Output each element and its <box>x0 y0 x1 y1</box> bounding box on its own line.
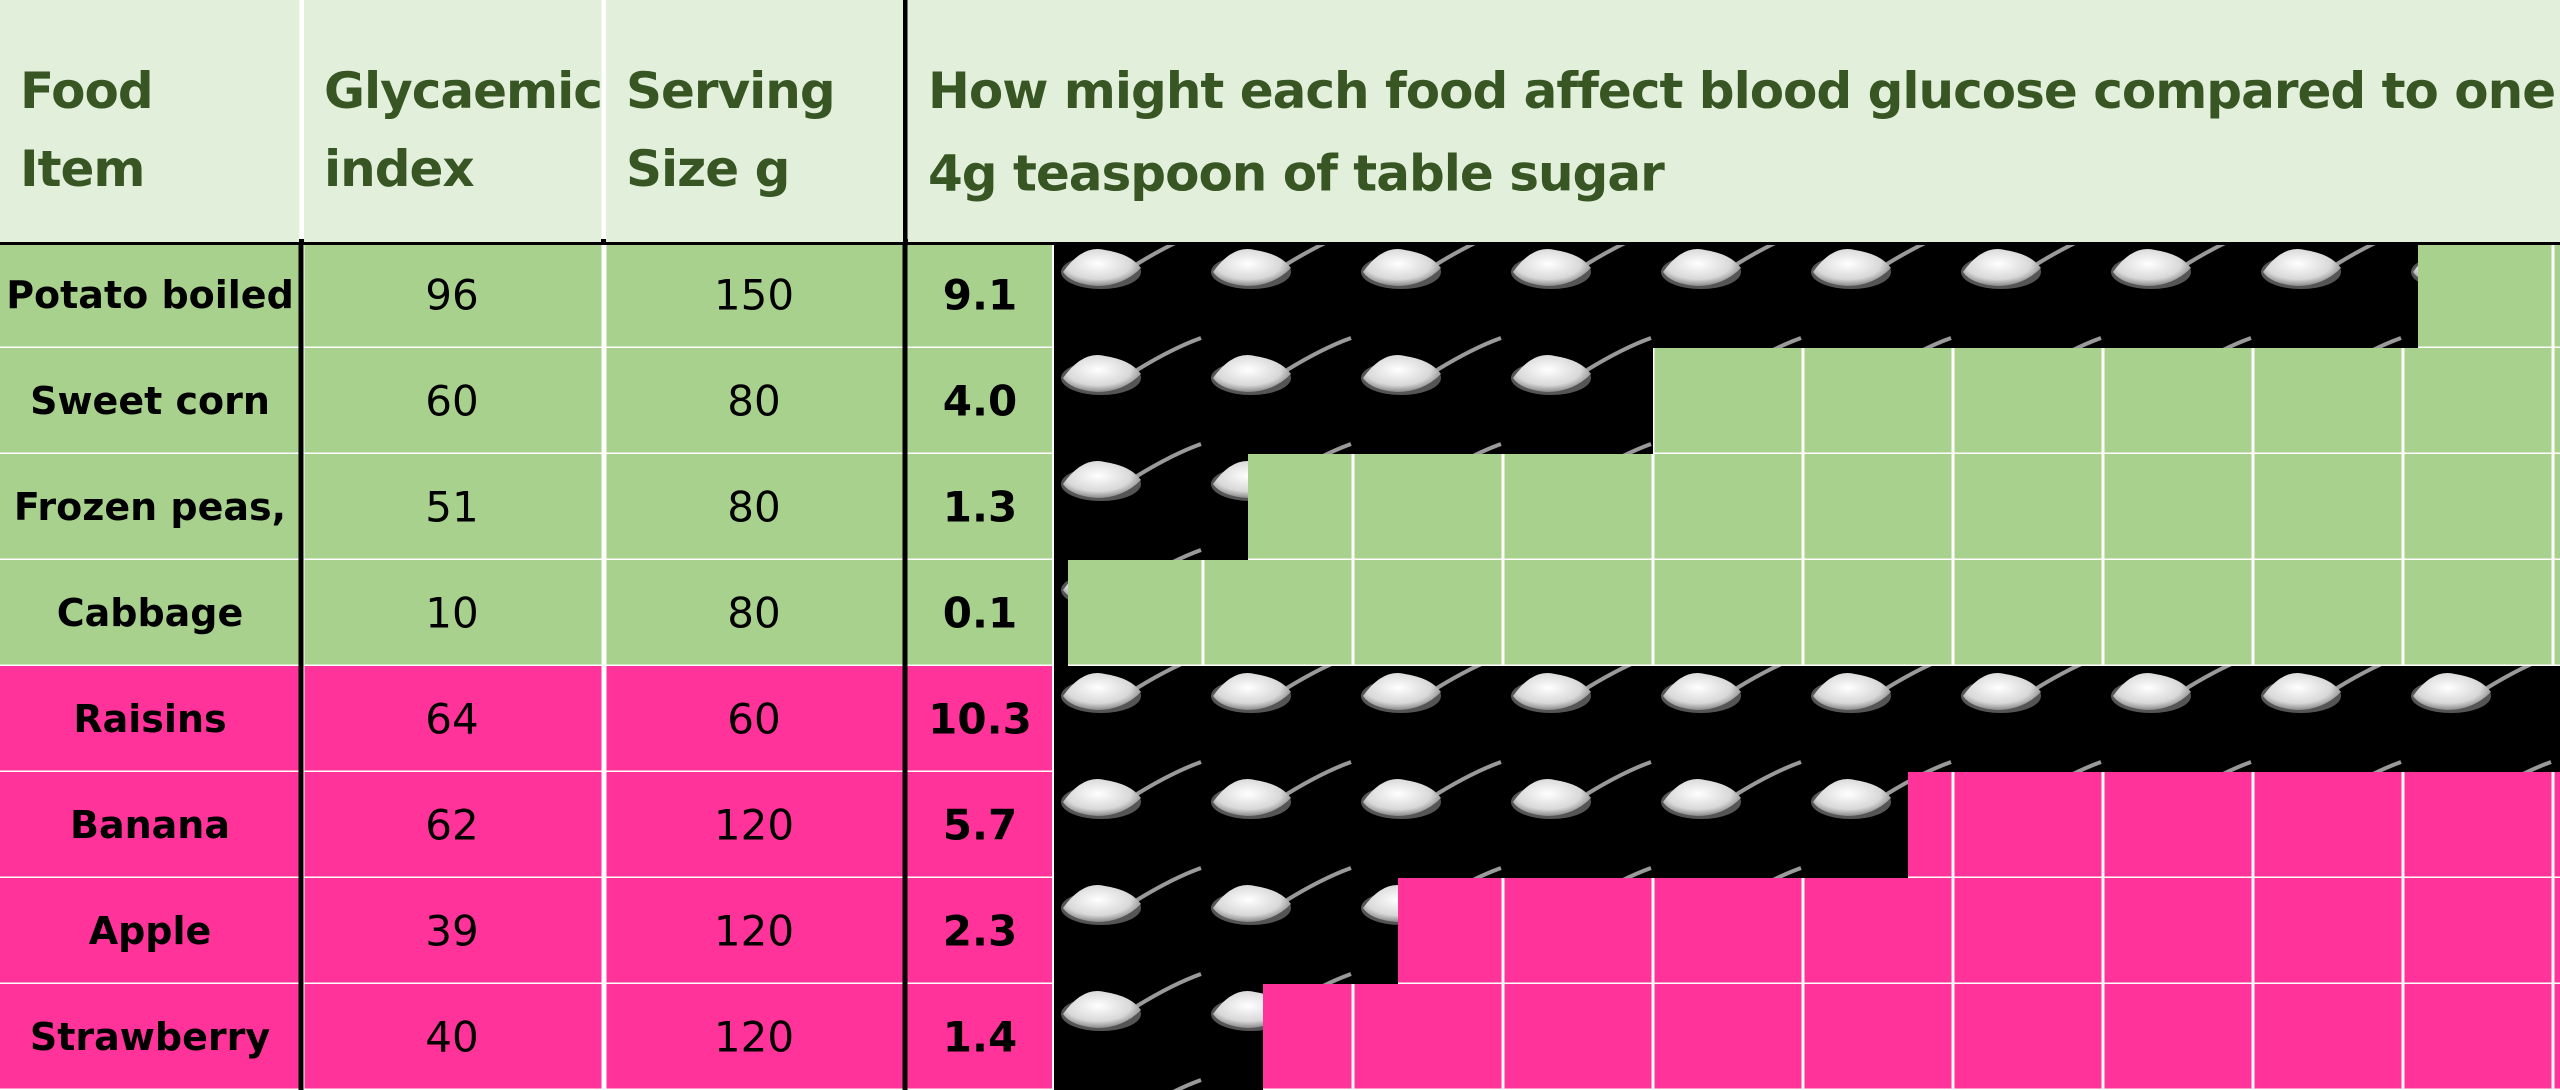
glycaemic-index: 64 <box>425 695 478 744</box>
teaspoon-value: 10.3 <box>928 695 1032 744</box>
food-name: Cabbage <box>57 591 244 635</box>
teaspoon-bar <box>1053 454 1248 560</box>
teaspoon-bar <box>1053 666 2560 772</box>
food-name: Raisins <box>73 697 226 741</box>
teaspoon-bar <box>1053 242 2418 348</box>
header-gi: Glycaemic index <box>304 0 601 242</box>
serving-size: 120 <box>714 907 794 956</box>
glycaemic-index: 51 <box>425 483 478 532</box>
serving-size: 80 <box>727 483 780 532</box>
glycaemic-index: 40 <box>425 1013 478 1062</box>
food-name: Sweet corn <box>30 379 270 423</box>
teaspoon-value: 2.3 <box>943 907 1017 956</box>
row-background <box>0 984 2560 1090</box>
row-background <box>0 560 2560 666</box>
serving-size: 150 <box>714 271 794 320</box>
food-name: Banana <box>70 803 230 847</box>
teaspoon-bar <box>1053 560 1068 666</box>
teaspoon-bar <box>1053 878 1398 984</box>
glycaemic-index: 10 <box>425 589 478 638</box>
page: Potato boiled 96 150 9.1 Sweet corn 60 80 4.0 Fr… <box>0 0 2560 1090</box>
teaspoon-value: 9.1 <box>943 271 1017 320</box>
food-name: Frozen peas, <box>14 485 286 529</box>
teaspoon-value: 1.4 <box>943 1013 1017 1062</box>
teaspoon-value: 0.1 <box>943 589 1017 638</box>
glycaemic-index: 62 <box>425 801 478 850</box>
row-background <box>0 454 2560 560</box>
food-name: Strawberry <box>30 1015 270 1059</box>
teaspoon-value: 5.7 <box>943 801 1017 850</box>
header-food: Food Item <box>0 0 299 242</box>
teaspoon-bar <box>1053 984 1263 1090</box>
spoon-icon <box>1704 130 1844 224</box>
serving-size: 80 <box>727 589 780 638</box>
teaspoon-bar <box>1053 348 1653 454</box>
glycaemic-index: 39 <box>425 907 478 956</box>
serving-size: 60 <box>727 695 780 744</box>
teaspoon-bar <box>1053 772 1908 878</box>
serving-size: 120 <box>714 1013 794 1062</box>
header-serving: Serving Size g <box>606 0 903 242</box>
food-name: Potato boiled <box>6 273 294 317</box>
glycaemic-index: 96 <box>425 271 478 320</box>
serving-size: 80 <box>727 377 780 426</box>
glycaemic-index: 60 <box>425 377 478 426</box>
serving-size: 120 <box>714 801 794 850</box>
teaspoon-value: 4.0 <box>943 377 1017 426</box>
header-question: How might each food affect blood glucose… <box>908 0 2560 242</box>
food-name: Apple <box>89 909 212 953</box>
teaspoon-value: 1.3 <box>943 483 1017 532</box>
